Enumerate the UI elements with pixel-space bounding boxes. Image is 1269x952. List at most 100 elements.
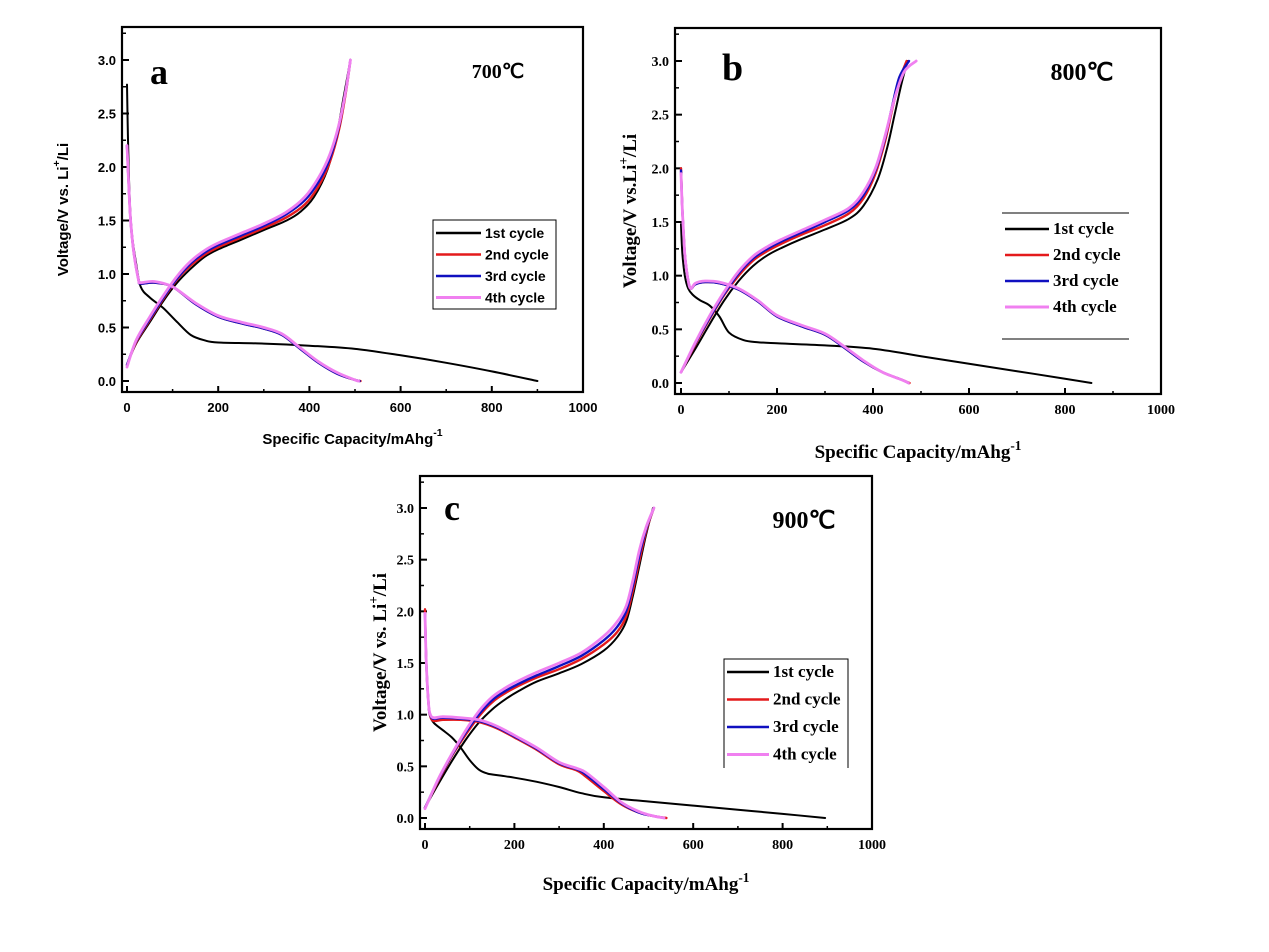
x-tick-label: 0	[422, 838, 429, 853]
y-axis-label-tail: /Li	[620, 134, 641, 158]
x-axis-label: Specific Capacity/mAhg-1	[262, 427, 442, 448]
legend-label: 4th cycle	[1053, 297, 1117, 316]
series-line-3rd-cycle	[679, 59, 911, 374]
legend-label: 2nd cycle	[773, 690, 841, 709]
legend-label: 3rd cycle	[1053, 271, 1119, 290]
x-tick-label: 800	[481, 400, 503, 415]
y-tick-label: 0.0	[98, 374, 116, 389]
plot-frame	[120, 25, 585, 394]
x-tick-label: 600	[683, 838, 704, 853]
y-tick-label: 1.5	[652, 216, 670, 231]
series-line-4th-cycle	[423, 612, 666, 820]
series-line-1st-cycle	[126, 59, 352, 366]
x-tick-label: 800	[772, 838, 793, 853]
chart-panel-c: 0 200 400 600 800 1000 0.0 0.5 1.0 1.5 2.0 2.5 3.0 Sp…	[366, 474, 886, 895]
y-tick-label: 3.0	[98, 53, 116, 68]
panel-label: a	[150, 52, 168, 92]
y-tick-label: 2.0	[652, 162, 670, 177]
y-tick-label: 2.0	[98, 160, 116, 175]
legend-label: 4th cycle	[485, 290, 545, 306]
series-line-2nd-cycle	[423, 506, 656, 809]
series-line-3rd-cycle	[125, 58, 352, 367]
x-axis-label-superscript: -1	[433, 427, 442, 439]
x-axis-label-superscript: -1	[738, 870, 749, 885]
legend-label: 1st cycle	[485, 225, 544, 241]
y-tick-label: 2.0	[397, 605, 415, 620]
y-tick-label: 0.5	[397, 760, 415, 775]
x-axis-label-superscript: -1	[1010, 438, 1021, 453]
series-line-3rd-cycle	[679, 169, 910, 385]
y-tick-label: 1.0	[397, 709, 415, 724]
temperature-label: 800℃	[1051, 60, 1114, 86]
x-tick-label: 400	[863, 403, 884, 418]
series-line-2nd-cycle	[125, 58, 352, 367]
y-tick-label: 1.0	[98, 267, 116, 282]
y-axis-label-tail: /Li	[370, 573, 391, 597]
temperature-label: 700℃	[472, 61, 524, 83]
legend: 1st cycle 2nd cycle 3rd cycle 4th cycle	[432, 219, 557, 310]
series-group	[679, 59, 1093, 385]
y-tick-label: 1.5	[98, 214, 116, 229]
y-tick-label: 2.5	[652, 109, 670, 124]
temperature-label: 900℃	[773, 508, 836, 534]
x-axis-label: Specific Capacity/mAhg-1	[543, 870, 750, 895]
x-tick-label: 200	[504, 838, 525, 853]
y-tick-label: 1.0	[652, 270, 670, 285]
series-line-3rd-cycle	[423, 612, 666, 820]
y-tick-label: 0.5	[652, 323, 670, 338]
y-axis-label: Voltage/V vs. Li+/Li	[51, 143, 72, 276]
y-tick-label: 0.0	[652, 377, 670, 392]
panel-label: c	[444, 488, 460, 528]
legend-box	[432, 219, 557, 310]
series-line-1st-cycle	[680, 223, 1093, 384]
legend-label: 2nd cycle	[485, 247, 549, 263]
series-line-4th-cycle	[679, 59, 918, 374]
legend: 1st cycle 2nd cycle 3rd cycle 4th cycle	[723, 658, 849, 768]
series-line-4th-cycle	[423, 506, 656, 811]
x-axis-label: Specific Capacity/mAhg-1	[815, 438, 1022, 463]
series-line-4th-cycle	[125, 58, 352, 369]
y-tick-label: 0.0	[397, 812, 415, 827]
y-axis-label-tail: /Li	[55, 143, 72, 161]
legend: 1st cycle 2nd cycle 3rd cycle 4th cycle	[1002, 212, 1129, 340]
legend-label: 2nd cycle	[1053, 245, 1121, 264]
y-axis-label-superscript: +	[616, 157, 631, 165]
series-line-2nd-cycle	[679, 167, 911, 385]
y-tick-label: 3.0	[652, 55, 670, 70]
legend-label: 3rd cycle	[773, 717, 839, 736]
series-line-1st-cycle	[680, 60, 909, 374]
chart-panel-b: 0 200 400 600 800 1000 0.0 0.5 1.0 1.5 2.0 2.5 3.0 Sp…	[616, 26, 1175, 463]
y-axis-label: Voltage/V vs. Li+/Li	[366, 573, 391, 732]
series-line-3rd-cycle	[423, 506, 656, 809]
x-tick-label: 1000	[858, 838, 886, 853]
plot-frame	[673, 26, 1163, 396]
x-tick-label: 600	[390, 400, 412, 415]
y-tick-label: 2.5	[98, 107, 116, 122]
legend-label: 1st cycle	[1053, 219, 1114, 238]
y-tick-label: 1.5	[397, 657, 415, 672]
legend-label: 1st cycle	[773, 662, 834, 681]
y-axis-label-superscript: +	[366, 596, 381, 604]
x-tick-label: 800	[1055, 403, 1076, 418]
x-tick-label: 1000	[569, 400, 598, 415]
series-group	[423, 506, 827, 820]
series-line-4th-cycle	[125, 144, 360, 383]
x-tick-label: 200	[207, 400, 229, 415]
x-tick-label: 200	[767, 403, 788, 418]
legend-background	[724, 659, 848, 768]
chart-panel-a: 0 200 400 600 800 1000 0.0 0.5 1.0 1.5 2.0 2.5 3.0 Sp…	[51, 25, 598, 448]
series-group	[125, 58, 539, 383]
x-tick-label: 1000	[1147, 403, 1175, 418]
x-tick-label: 600	[959, 403, 980, 418]
legend-box	[723, 658, 849, 768]
series-line-2nd-cycle	[423, 608, 668, 820]
x-tick-label: 0	[123, 400, 130, 415]
y-tick-label: 2.5	[397, 554, 415, 569]
x-tick-label: 400	[299, 400, 321, 415]
x-tick-label: 400	[593, 838, 614, 853]
y-axis-label-superscript: +	[51, 160, 63, 166]
plot-frame	[418, 474, 874, 831]
y-tick-label: 3.0	[397, 502, 415, 517]
y-axis-label: Voltage/V vs.Li+/Li	[616, 134, 641, 288]
